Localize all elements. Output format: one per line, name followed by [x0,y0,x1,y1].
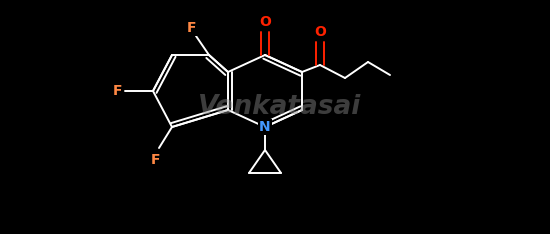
Text: F: F [112,84,122,98]
Text: Venkatasai: Venkatasai [199,94,362,120]
Text: O: O [314,25,326,39]
Text: N: N [259,120,271,134]
Text: F: F [187,21,197,35]
Text: O: O [259,15,271,29]
Text: F: F [150,153,159,167]
